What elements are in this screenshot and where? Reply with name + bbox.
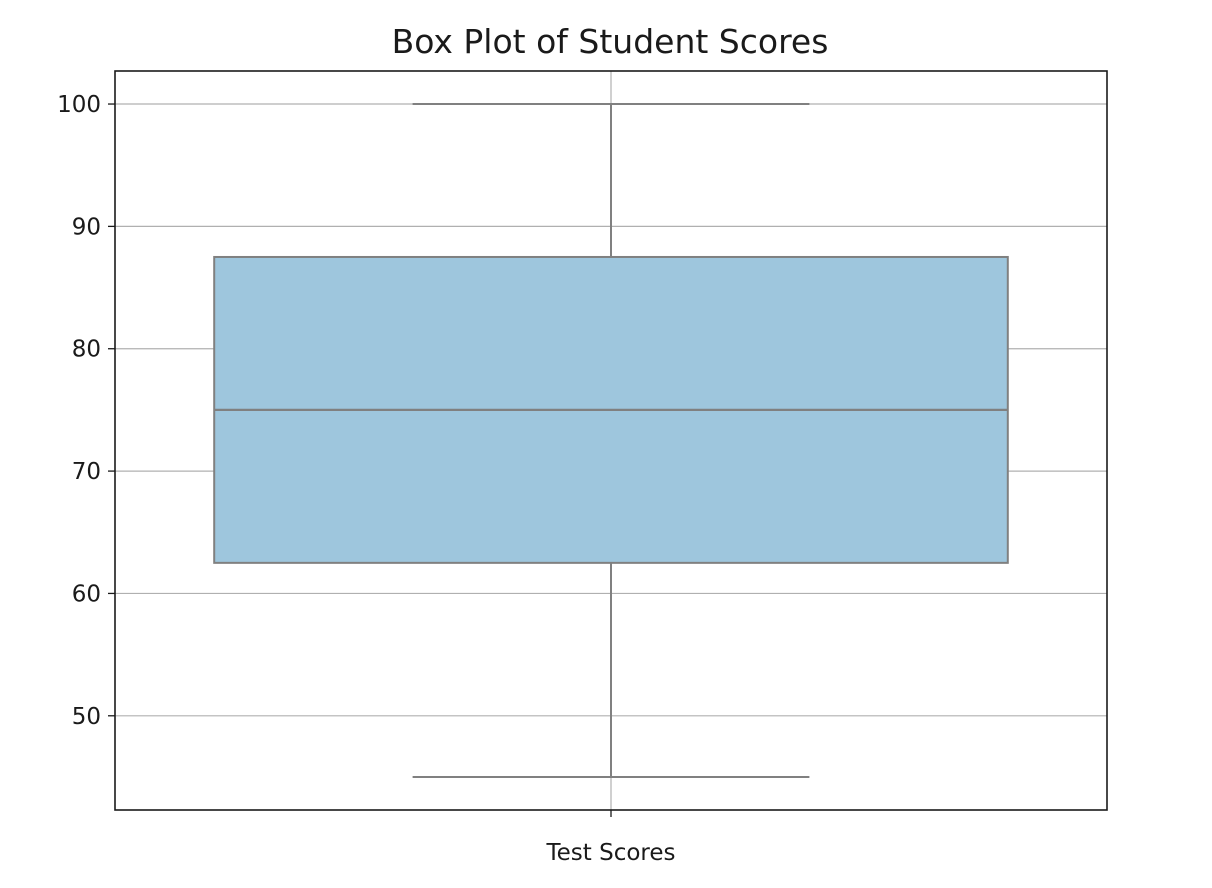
axis-layer: 50 60 70 80 90 100 Test Scores (57, 92, 675, 866)
y-tick-label: 100 (57, 92, 101, 118)
y-tick-label: 50 (72, 704, 101, 730)
plot-layer (213, 103, 1009, 778)
y-tick-label: 80 (72, 337, 101, 363)
y-tick-label: 70 (72, 459, 101, 485)
x-category-label: Test Scores (545, 840, 675, 866)
y-tick-label: 60 (72, 581, 101, 607)
chart-title: Box Plot of Student Scores (392, 22, 829, 61)
y-tick-label: 90 (72, 214, 101, 240)
